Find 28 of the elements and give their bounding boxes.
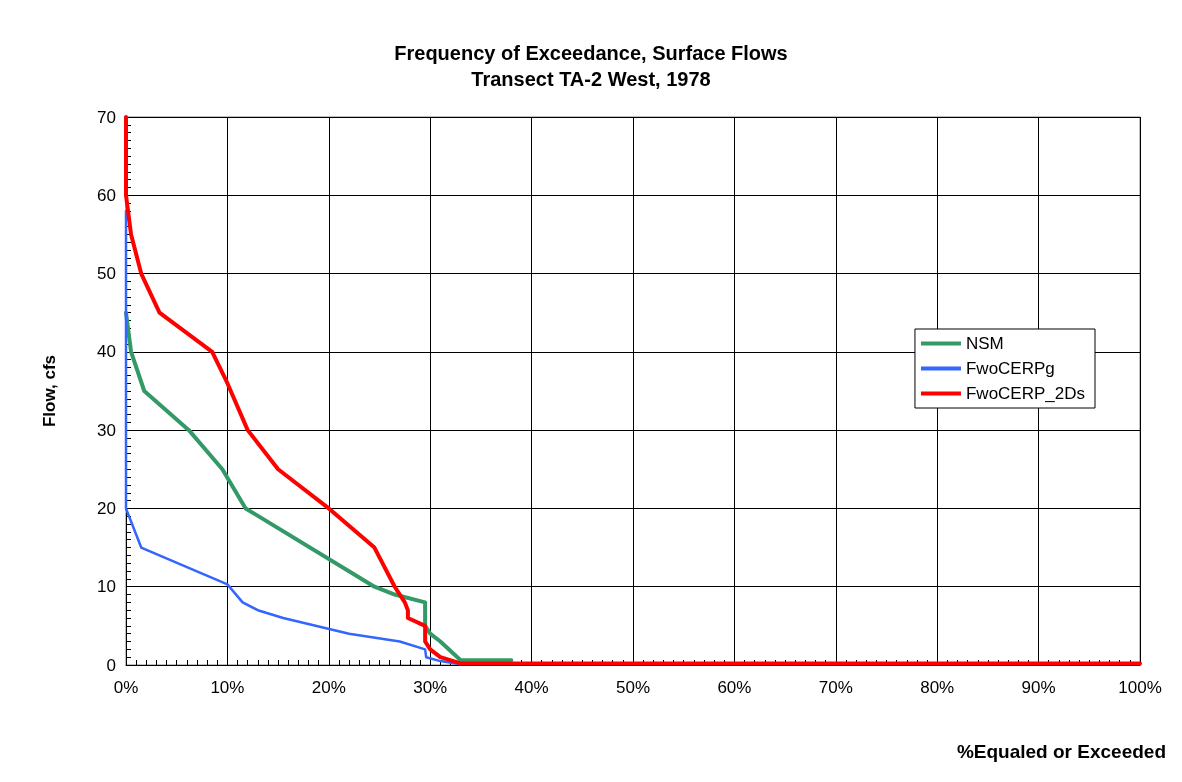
y-tick-label: 60 [97,185,116,205]
x-tick-label: 70% [818,678,853,697]
line-series [124,310,514,663]
x-tick-label: 80% [920,678,955,697]
x-tick-label: 50% [615,678,651,697]
x-tick-label: 100% [1118,678,1162,697]
y-tick-label: 10 [97,577,116,597]
y-axis-title: Flow, cfs [40,354,59,428]
y-tick-label: 50 [97,264,116,284]
line-series [124,115,1142,666]
chart-title: Frequency of Exceedance, Surface Flows [394,42,788,64]
y-tick-label: 0 [106,655,116,675]
y-tick-label: 30 [97,420,116,440]
x-tick-label: 0% [113,678,139,697]
x-tick-label: 90% [1021,678,1056,697]
x-tick-label: 60% [717,678,752,697]
x-tick-label: 30% [413,678,448,697]
y-tick-label: 40 [97,342,116,362]
y-tick-label: 20 [97,498,116,518]
legend-label: FwoCERP_2Ds [965,384,1086,403]
legend-label: NSM [965,334,1004,353]
legend-label: FwoCERPg [965,359,1055,378]
x-tick-label: 10% [210,678,245,697]
chart-subtitle: Transect TA-2 West, 1978 [471,68,711,90]
x-axis-title: %Equaled or Exceeded [956,741,1166,762]
x-tick-label: 40% [514,678,549,697]
y-tick-label: 70 [97,107,116,127]
x-tick-label: 20% [311,678,346,697]
